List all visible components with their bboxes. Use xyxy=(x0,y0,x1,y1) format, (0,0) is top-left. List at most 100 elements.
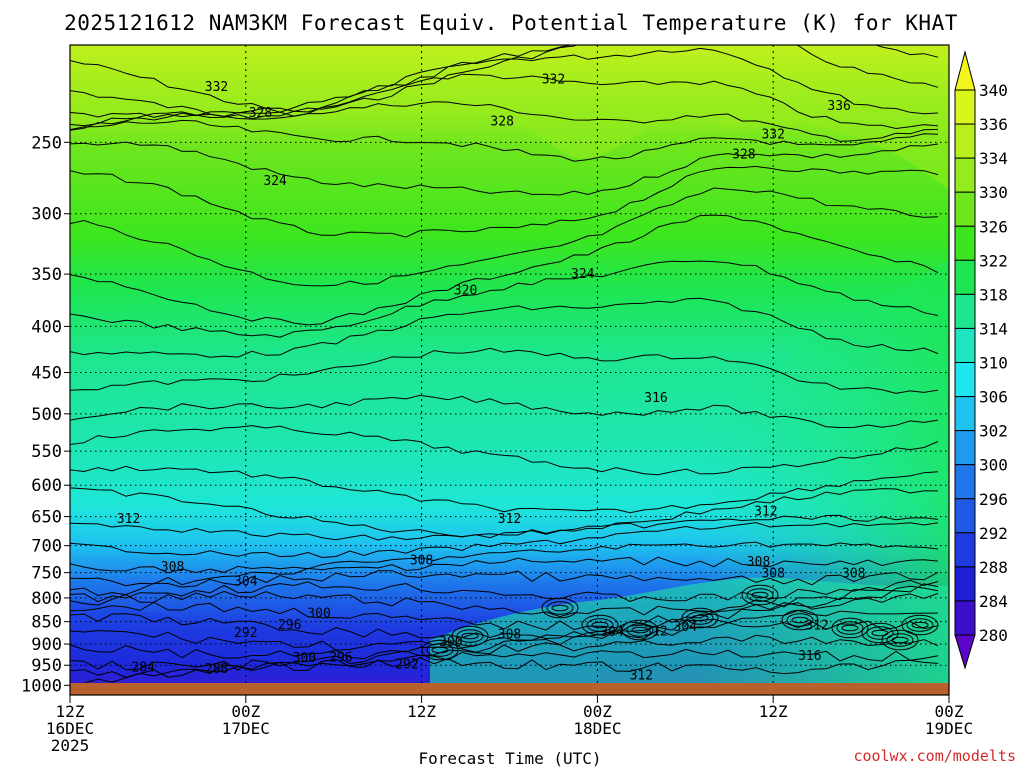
colorbar-label: 322 xyxy=(979,251,1008,270)
contour-label: 300 xyxy=(439,635,462,650)
contour-line xyxy=(70,487,938,538)
contour-line xyxy=(70,394,939,429)
contour-cell xyxy=(861,622,899,644)
colorbar-segment xyxy=(954,293,976,329)
contour-cell xyxy=(456,629,484,643)
contour-cell xyxy=(886,633,914,647)
colorbar-segment xyxy=(954,157,976,193)
colorbar-label: 296 xyxy=(979,490,1008,509)
contour-label: 300 xyxy=(307,606,330,621)
colorbar-min-arrow xyxy=(954,634,976,670)
y-tick-label: 750 xyxy=(31,564,62,584)
contour-label: 284 xyxy=(132,661,156,676)
contour-cell xyxy=(901,614,939,636)
y-tick-label: 300 xyxy=(31,205,62,225)
colorbar-segment xyxy=(954,191,976,227)
y-tick-label: 1000 xyxy=(21,676,62,696)
y-tick-label: 800 xyxy=(31,589,62,609)
contour-line xyxy=(70,609,938,651)
x-tick-label: 00Z xyxy=(231,702,260,721)
contour-cell xyxy=(866,626,894,640)
y-tick-label: 650 xyxy=(31,508,62,528)
contour-label: 312 xyxy=(754,505,777,520)
contour-line xyxy=(76,657,939,683)
contour-label: 308 xyxy=(498,627,521,642)
colorbar-label: 326 xyxy=(979,217,1008,236)
contour-label: 308 xyxy=(761,567,784,582)
contour-line xyxy=(70,592,939,640)
contour-line xyxy=(70,634,939,671)
colorbar-label: 330 xyxy=(979,183,1008,202)
contour-label: 304 xyxy=(234,574,258,589)
contour-line xyxy=(70,165,939,238)
y-tick-label: 350 xyxy=(31,265,62,285)
contour-line xyxy=(70,522,939,559)
contour-cell xyxy=(881,629,919,651)
contour-cell xyxy=(841,624,859,632)
colorbar-label: 310 xyxy=(979,354,1008,373)
x-tick-label: 00Z xyxy=(935,702,964,721)
y-tick-label: 700 xyxy=(31,537,62,557)
contour-label: 336 xyxy=(827,99,850,114)
colorbar-label: 302 xyxy=(979,422,1008,441)
colorbar-segment xyxy=(954,259,976,295)
contour-cell xyxy=(431,646,449,654)
contour-line xyxy=(70,141,939,196)
contour-line xyxy=(70,570,939,597)
contour-line xyxy=(70,260,939,338)
y-tick-label: 550 xyxy=(31,442,62,462)
colorbar-label: 314 xyxy=(979,319,1008,338)
contour-line xyxy=(70,620,939,660)
contour-cell xyxy=(911,621,929,629)
contour-label: 292 xyxy=(234,626,257,641)
x-tick-label: 00Z xyxy=(583,702,612,721)
contour-labels: 332 332 336 328 328 332 328 324 324 320 316 312 312 3… xyxy=(117,73,866,683)
plot-area: 332 332 336 328 328 332 328 324 324 320 316 312 312 3… xyxy=(70,45,949,683)
x-tick-label: 17DEC xyxy=(222,719,270,738)
colorbar-label: 284 xyxy=(979,592,1008,611)
contour-line xyxy=(70,214,939,326)
contour-cell xyxy=(631,626,649,634)
contour-line xyxy=(70,45,939,112)
contour-label: 312 xyxy=(498,512,521,527)
contour-cell xyxy=(546,601,574,615)
contour-line xyxy=(70,187,939,287)
warm-upper-tongue xyxy=(70,45,949,190)
contour-line xyxy=(70,465,939,514)
contour-label: 332 xyxy=(205,80,228,95)
contour-cell xyxy=(831,617,869,639)
colorbar-segment xyxy=(954,362,976,398)
x-tick-label: 16DEC xyxy=(46,719,94,738)
contour-line xyxy=(70,297,939,358)
contour-label: 304 xyxy=(600,625,624,640)
contour-label: 324 xyxy=(571,267,595,282)
y-tick-label: 600 xyxy=(31,476,62,496)
colorbar-segment xyxy=(954,464,976,500)
contour-cell xyxy=(621,619,659,641)
contour-label: 316 xyxy=(644,391,667,406)
contour-line xyxy=(70,425,939,476)
contour-line xyxy=(70,47,939,120)
chart-title: 2025121612 NAM3KM Forecast Equiv. Potent… xyxy=(64,11,958,35)
contour-cell xyxy=(586,618,614,632)
contour-line xyxy=(70,648,939,678)
contour-label: 328 xyxy=(732,148,755,163)
contour-label: 332 xyxy=(761,127,784,142)
contour-line xyxy=(70,541,939,574)
contour-label: 332 xyxy=(542,73,565,88)
contour-cell xyxy=(461,632,479,640)
time-gridlines xyxy=(245,45,774,683)
colorbar-max-arrow xyxy=(954,50,976,91)
colorbar-label: 340 xyxy=(979,81,1008,100)
contour-label: 312 xyxy=(630,668,653,683)
contour-cell xyxy=(591,621,609,629)
colorbar-segment xyxy=(954,566,976,602)
contour-cell xyxy=(551,604,569,612)
contour-lines xyxy=(70,45,939,683)
colorbar-label: 292 xyxy=(979,524,1008,543)
colorbar-segment xyxy=(954,225,976,261)
plot-frame xyxy=(69,44,950,696)
x-axis-label: Forecast Time (UTC) xyxy=(418,749,601,768)
contour-cell xyxy=(746,588,774,602)
